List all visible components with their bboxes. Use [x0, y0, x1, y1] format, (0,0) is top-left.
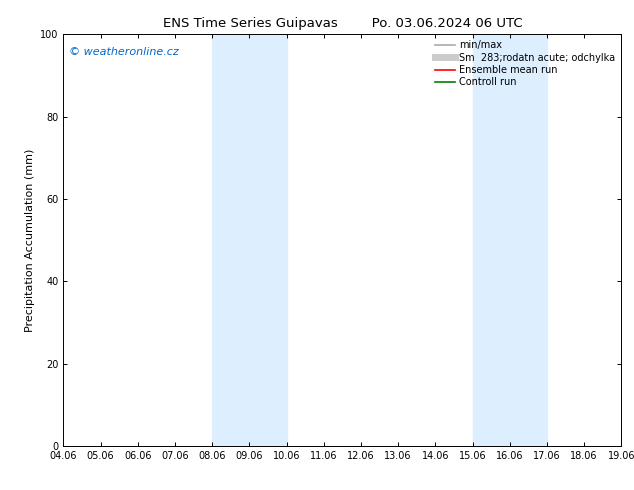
Text: © weatheronline.cz: © weatheronline.cz	[69, 47, 179, 57]
Bar	[472, 34, 547, 446]
Bar	[212, 34, 287, 446]
Title: ENS Time Series Guipavas        Po. 03.06.2024 06 UTC: ENS Time Series Guipavas Po. 03.06.2024 …	[162, 17, 522, 30]
Legend: min/max, Sm  283;rodatn acute; odchylka, Ensemble mean run, Controll run: min/max, Sm 283;rodatn acute; odchylka, …	[431, 36, 619, 91]
Y-axis label: Precipitation Accumulation (mm): Precipitation Accumulation (mm)	[25, 148, 35, 332]
